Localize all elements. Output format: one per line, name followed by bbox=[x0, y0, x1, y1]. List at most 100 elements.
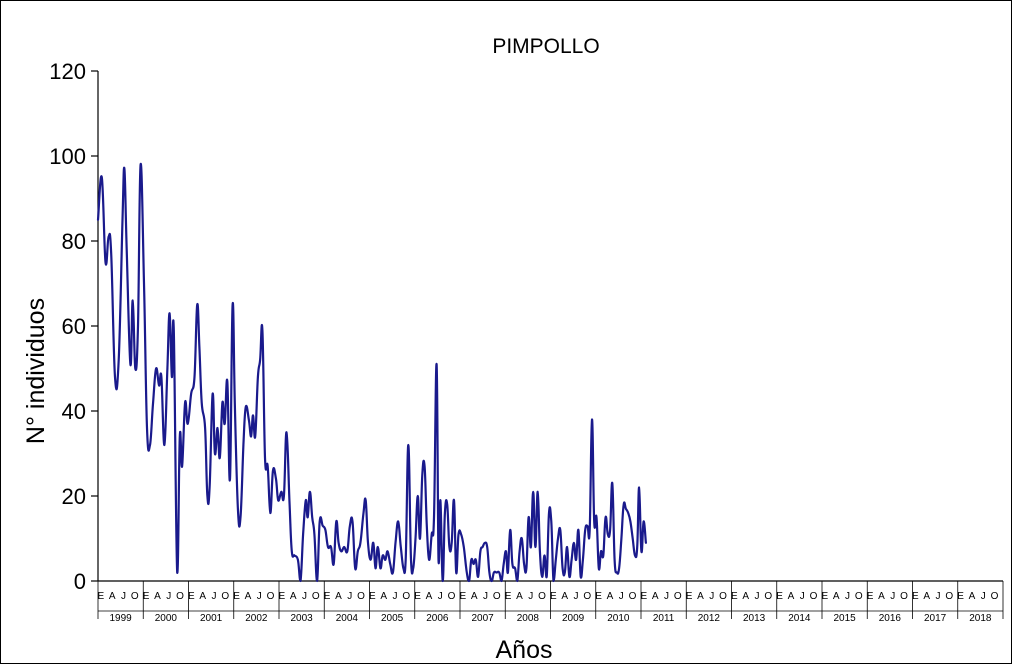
month-tick-label: E bbox=[414, 591, 421, 602]
year-tick-label: 2010 bbox=[607, 613, 630, 624]
month-tick-label: A bbox=[426, 591, 433, 602]
month-tick-label: E bbox=[641, 591, 648, 602]
month-tick-label: O bbox=[176, 591, 184, 602]
month-tick-label: E bbox=[731, 591, 738, 602]
month-tick-label: O bbox=[629, 591, 637, 602]
month-tick-label: A bbox=[652, 591, 659, 602]
year-tick-label: 2011 bbox=[653, 613, 675, 624]
month-tick-label: A bbox=[833, 591, 840, 602]
month-tick-label: O bbox=[764, 591, 772, 602]
month-tick-label: A bbox=[199, 591, 206, 602]
month-tick-label: O bbox=[583, 591, 591, 602]
month-tick-label: E bbox=[505, 591, 512, 602]
year-tick-label: 2015 bbox=[834, 613, 857, 624]
y-tick-label: 80 bbox=[62, 229, 86, 254]
y-tick-label: 120 bbox=[49, 59, 86, 84]
month-tick-label: J bbox=[709, 591, 714, 602]
year-tick-label: 2007 bbox=[472, 613, 495, 624]
series-group bbox=[96, 162, 647, 583]
month-tick-label: E bbox=[143, 591, 150, 602]
month-tick-label: O bbox=[312, 591, 320, 602]
year-tick-label: 2018 bbox=[969, 613, 992, 624]
month-tick-label: O bbox=[538, 591, 546, 602]
month-tick-label: A bbox=[245, 591, 252, 602]
month-tick-label: O bbox=[674, 591, 682, 602]
month-tick-label: E bbox=[279, 591, 286, 602]
month-tick-label: E bbox=[324, 591, 331, 602]
month-tick-label: J bbox=[936, 591, 941, 602]
month-tick-label: J bbox=[483, 591, 488, 602]
month-tick-label: A bbox=[154, 591, 161, 602]
month-tick-label: O bbox=[402, 591, 410, 602]
month-tick-label: J bbox=[800, 591, 805, 602]
month-tick-label: O bbox=[131, 591, 139, 602]
month-tick-label: E bbox=[686, 591, 693, 602]
month-tick-label: O bbox=[900, 591, 908, 602]
month-tick-label: O bbox=[719, 591, 727, 602]
y-tick-label: 60 bbox=[62, 314, 86, 339]
month-tick-label: J bbox=[257, 591, 262, 602]
month-tick-label: A bbox=[607, 591, 614, 602]
month-tick-label: A bbox=[380, 591, 387, 602]
month-tick-label: O bbox=[855, 591, 863, 602]
y-tick-label: 0 bbox=[74, 569, 86, 594]
month-tick-label: J bbox=[574, 591, 579, 602]
year-tick-label: 2004 bbox=[336, 613, 359, 624]
month-tick-label: J bbox=[212, 591, 217, 602]
month-tick-label: J bbox=[890, 591, 895, 602]
month-tick-label: O bbox=[357, 591, 365, 602]
month-tick-label: A bbox=[335, 591, 342, 602]
year-tick-label: 2014 bbox=[788, 613, 811, 624]
year-tick-label: 2003 bbox=[291, 613, 314, 624]
month-tick-label: E bbox=[460, 591, 467, 602]
month-tick-label: O bbox=[945, 591, 953, 602]
month-tick-label: A bbox=[742, 591, 749, 602]
y-axis-label: N° individuos bbox=[22, 298, 50, 444]
month-tick-label: J bbox=[438, 591, 443, 602]
month-tick-label: E bbox=[550, 591, 557, 602]
y-tick-label: 20 bbox=[62, 484, 86, 509]
month-tick-label: A bbox=[969, 591, 976, 602]
month-tick-label: E bbox=[188, 591, 195, 602]
month-tick-label: J bbox=[845, 591, 850, 602]
month-tick-label: E bbox=[776, 591, 783, 602]
chart-title: PIMPOLLO bbox=[492, 35, 599, 58]
month-tick-label: J bbox=[981, 591, 986, 602]
y-tick-label: 100 bbox=[49, 144, 86, 169]
month-tick-label: J bbox=[302, 591, 307, 602]
year-tick-label: 2012 bbox=[698, 613, 721, 624]
month-tick-label: J bbox=[166, 591, 171, 602]
month-tick-label: A bbox=[290, 591, 297, 602]
year-tick-label: 2002 bbox=[245, 613, 268, 624]
year-tick-label: 2001 bbox=[200, 613, 223, 624]
month-tick-label: J bbox=[393, 591, 398, 602]
month-tick-label: O bbox=[493, 591, 501, 602]
year-tick-label: 2017 bbox=[924, 613, 947, 624]
month-tick-label: E bbox=[957, 591, 964, 602]
month-tick-label: J bbox=[619, 591, 624, 602]
year-tick-label: 2006 bbox=[426, 613, 449, 624]
x-axis-label: Años bbox=[496, 636, 553, 664]
month-tick-label: A bbox=[471, 591, 478, 602]
month-tick-label: A bbox=[923, 591, 930, 602]
month-tick-label: E bbox=[912, 591, 919, 602]
month-tick-label: E bbox=[369, 591, 376, 602]
month-tick-label: J bbox=[121, 591, 126, 602]
month-tick-label: O bbox=[810, 591, 818, 602]
month-tick-label: E bbox=[822, 591, 829, 602]
year-tick-label: 2016 bbox=[879, 613, 902, 624]
year-tick-label: 2005 bbox=[381, 613, 404, 624]
month-tick-label: J bbox=[664, 591, 669, 602]
month-tick-label: A bbox=[561, 591, 568, 602]
month-tick-label: A bbox=[516, 591, 523, 602]
y-tick-label: 40 bbox=[62, 399, 86, 424]
month-tick-label: E bbox=[233, 591, 240, 602]
month-tick-label: O bbox=[448, 591, 456, 602]
month-tick-label: O bbox=[991, 591, 999, 602]
month-tick-label: E bbox=[98, 591, 105, 602]
year-tick-label: 2009 bbox=[562, 613, 585, 624]
month-tick-label: J bbox=[347, 591, 352, 602]
